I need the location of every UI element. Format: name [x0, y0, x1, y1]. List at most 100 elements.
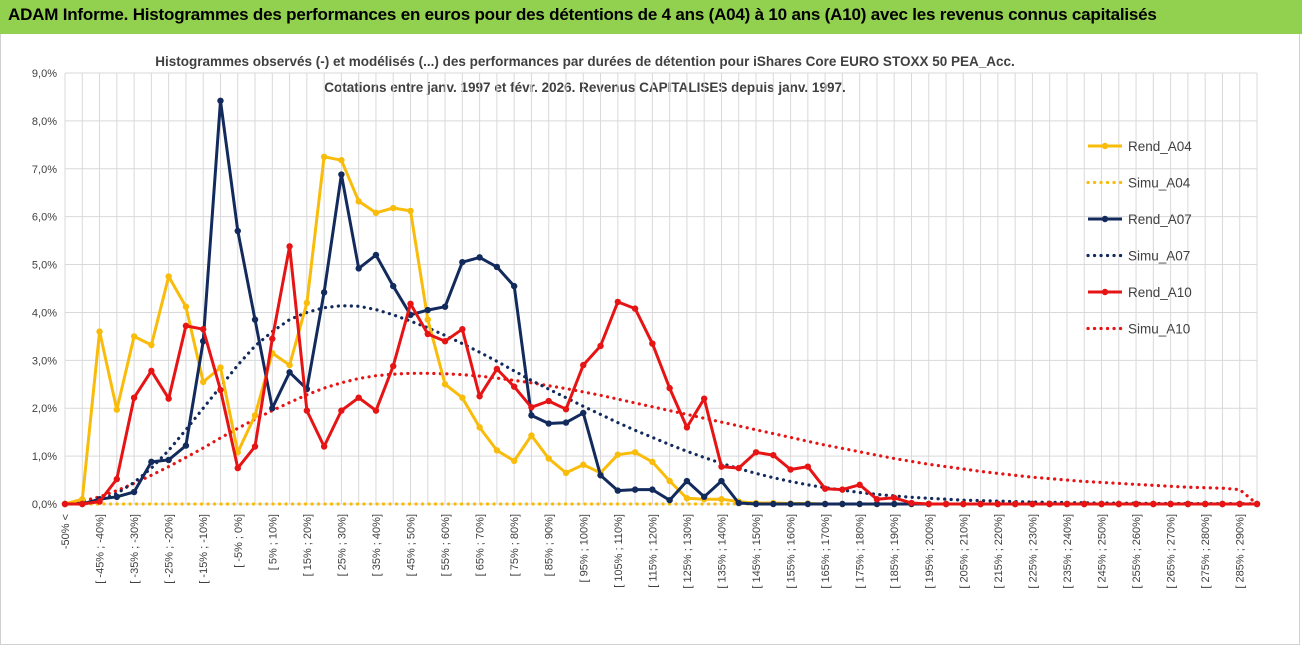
- data-point: [355, 265, 362, 272]
- legend-item-simu-a04[interactable]: Simu_A04: [1086, 176, 1191, 191]
- data-point: [770, 451, 777, 459]
- data-point: [528, 432, 535, 439]
- data-point: [891, 500, 898, 508]
- x-tick-label: [ 265% ; 270%]: [1166, 514, 1178, 589]
- data-point: [372, 251, 380, 259]
- page-title: ADAM Informe. Histogrammes des performan…: [8, 5, 1157, 24]
- data-point: [1063, 500, 1071, 508]
- data-point: [735, 499, 742, 507]
- data-point: [182, 303, 190, 310]
- data-point: [251, 316, 259, 323]
- x-tick-label: [ -15% ; -10%]: [198, 514, 210, 584]
- data-point: [856, 481, 863, 489]
- data-point: [355, 394, 362, 401]
- legend-item-simu-a10[interactable]: Simu_A10: [1086, 322, 1190, 337]
- data-point: [614, 451, 622, 458]
- data-point: [510, 282, 518, 290]
- header-bar: ADAM Informe. Histogrammes des performan…: [0, 0, 1302, 34]
- data-point: [614, 487, 622, 494]
- legend-item-rend-a07[interactable]: Rend_A07: [1088, 212, 1192, 227]
- series-line: [64, 155, 1257, 506]
- data-point: [683, 477, 691, 485]
- legend-label: Rend_A07: [1128, 212, 1192, 227]
- x-tick-label: [ 155% ; 160%]: [786, 514, 798, 589]
- data-point: [217, 364, 224, 371]
- data-point: [839, 500, 846, 508]
- data-point: [441, 337, 449, 345]
- data-point: [545, 420, 552, 427]
- data-point: [320, 153, 328, 161]
- legend-label: Simu_A04: [1128, 176, 1191, 191]
- legend-item-simu-a07[interactable]: Simu_A07: [1086, 249, 1190, 264]
- data-point: [251, 443, 259, 450]
- data-point: [597, 342, 604, 350]
- data-point: [787, 466, 794, 473]
- data-point: [528, 412, 535, 419]
- data-point: [303, 299, 311, 307]
- data-point: [580, 361, 587, 369]
- data-point: [510, 383, 518, 390]
- x-tick-label: [ 45% ; 50%]: [406, 514, 418, 576]
- data-point: [165, 273, 172, 280]
- x-axis-labels: -50% < [ -45% ; -40%] [ -35% ; -30%] [ -25%…: [60, 514, 1247, 589]
- gridlines: [64, 72, 1258, 505]
- data-point: [200, 378, 207, 386]
- data-point: [355, 198, 362, 205]
- x-tick-label: [ -5% ; 0%]: [233, 514, 245, 568]
- data-point: [476, 424, 483, 431]
- series-group: [61, 97, 1261, 508]
- x-tick-label: [ 55% ; 60%]: [440, 514, 452, 576]
- data-point: [752, 500, 760, 508]
- data-point: [148, 367, 155, 375]
- data-point: [269, 335, 276, 342]
- data-point: [459, 326, 466, 333]
- series-line: [65, 99, 1257, 506]
- x-tick-label: [ 95% ; 100%]: [578, 514, 590, 583]
- data-point: [234, 227, 241, 235]
- legend-marker: [1101, 142, 1109, 150]
- data-point: [493, 447, 501, 454]
- data-point: [562, 405, 570, 413]
- data-point: [372, 407, 380, 414]
- legend-item-rend-a04[interactable]: Rend_A04: [1088, 139, 1192, 154]
- data-point: [320, 443, 328, 450]
- data-point: [182, 322, 190, 330]
- data-point: [839, 486, 846, 493]
- data-point: [718, 477, 725, 485]
- data-point: [1201, 500, 1209, 508]
- data-point: [251, 412, 259, 419]
- x-tick-label: [ 215% ; 220%]: [993, 514, 1005, 589]
- legend-label: Simu_A07: [1128, 249, 1190, 264]
- data-point: [683, 424, 691, 431]
- chart-title: Histogrammes observés (-) et modélisés (…: [155, 54, 1015, 69]
- x-tick-label: [ 85% ; 90%]: [544, 514, 556, 576]
- data-point: [649, 340, 656, 347]
- data-point: [597, 472, 604, 479]
- series-rend-a10: [61, 243, 1261, 508]
- legend[interactable]: Rend_A04 Simu_A04 Rend_A07 Simu_A07 Rend_A10…: [1086, 139, 1192, 337]
- data-point: [390, 282, 397, 290]
- data-point: [493, 365, 501, 373]
- data-point: [217, 386, 224, 394]
- data-point: [562, 469, 570, 477]
- data-point: [856, 500, 863, 508]
- series-simu-a07: [63, 304, 1259, 506]
- x-tick-label: [ 115% ; 120%]: [647, 514, 659, 588]
- data-point: [1253, 500, 1261, 508]
- y-tick-label: 1,0%: [32, 451, 57, 463]
- data-point: [303, 407, 311, 414]
- y-tick-label: 4,0%: [32, 307, 57, 319]
- data-point: [891, 494, 898, 501]
- data-point: [700, 493, 708, 501]
- data-point: [1115, 500, 1122, 508]
- data-point: [1167, 500, 1174, 508]
- data-point: [113, 475, 121, 483]
- data-point: [1219, 500, 1226, 508]
- data-point: [390, 362, 397, 370]
- legend-item-rend-a10[interactable]: Rend_A10: [1088, 285, 1192, 300]
- legend-label: Rend_A04: [1128, 139, 1192, 154]
- data-point: [338, 156, 345, 164]
- x-tick-label: [ 5% ; 10%]: [267, 514, 279, 570]
- x-tick-label: [ -35% ; -30%]: [129, 514, 141, 584]
